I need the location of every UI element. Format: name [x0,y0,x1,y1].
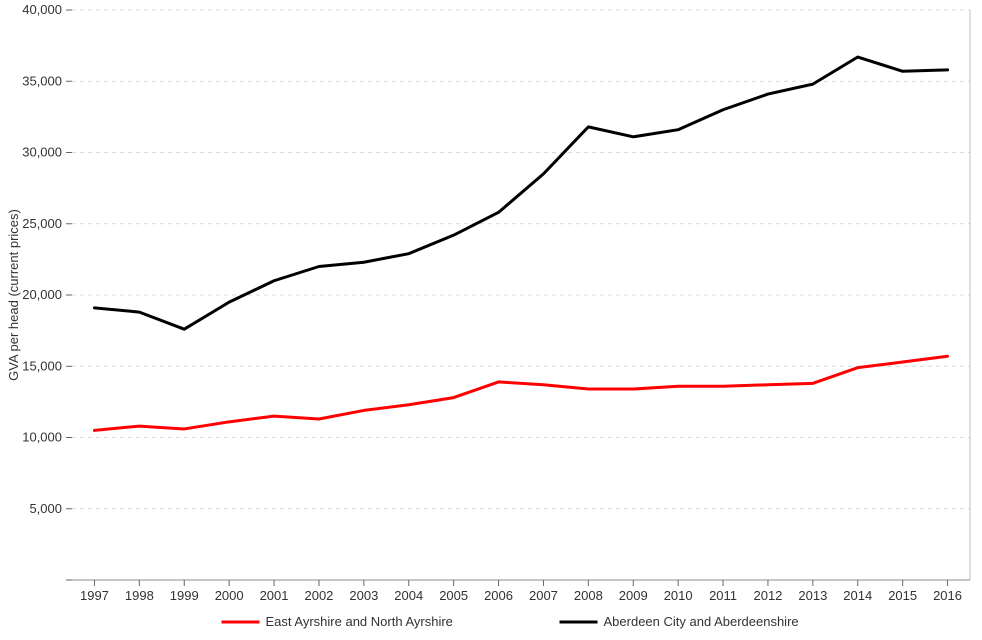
svg-text:5,000: 5,000 [29,501,62,516]
svg-text:2004: 2004 [394,588,423,603]
svg-text:10,000: 10,000 [22,430,62,445]
svg-text:2007: 2007 [529,588,558,603]
svg-text:2014: 2014 [843,588,872,603]
svg-text:2000: 2000 [215,588,244,603]
svg-text:25,000: 25,000 [22,216,62,231]
legend-label: Aberdeen City and Aberdeenshire [604,614,799,629]
svg-text:40,000: 40,000 [22,2,62,17]
svg-text:1997: 1997 [80,588,109,603]
svg-text:2013: 2013 [798,588,827,603]
svg-text:1998: 1998 [125,588,154,603]
svg-text:2001: 2001 [260,588,289,603]
chart-svg: 5,000 10,000 15,000 20,000 25,000 30,000 35,00… [0,0,982,640]
legend-label: East Ayrshire and North Ayrshire [266,614,453,629]
svg-text:2008: 2008 [574,588,603,603]
svg-text:2010: 2010 [664,588,693,603]
svg-text:1999: 1999 [170,588,199,603]
svg-text:20,000: 20,000 [22,287,62,302]
svg-text:2006: 2006 [484,588,513,603]
svg-text:2011: 2011 [709,588,737,603]
svg-text:2005: 2005 [439,588,468,603]
svg-text:GVA per head (current prices): GVA per head (current prices) [6,209,21,381]
svg-text:2015: 2015 [888,588,917,603]
svg-text:2003: 2003 [349,588,378,603]
svg-text:15,000: 15,000 [22,358,62,373]
svg-text:2016: 2016 [933,588,962,603]
svg-text:2012: 2012 [753,588,782,603]
line-chart: 5,000 10,000 15,000 20,000 25,000 30,000 35,00… [0,0,982,640]
svg-text:35,000: 35,000 [22,73,62,88]
svg-text:2009: 2009 [619,588,648,603]
svg-text:2002: 2002 [304,588,333,603]
svg-text:30,000: 30,000 [22,145,62,160]
